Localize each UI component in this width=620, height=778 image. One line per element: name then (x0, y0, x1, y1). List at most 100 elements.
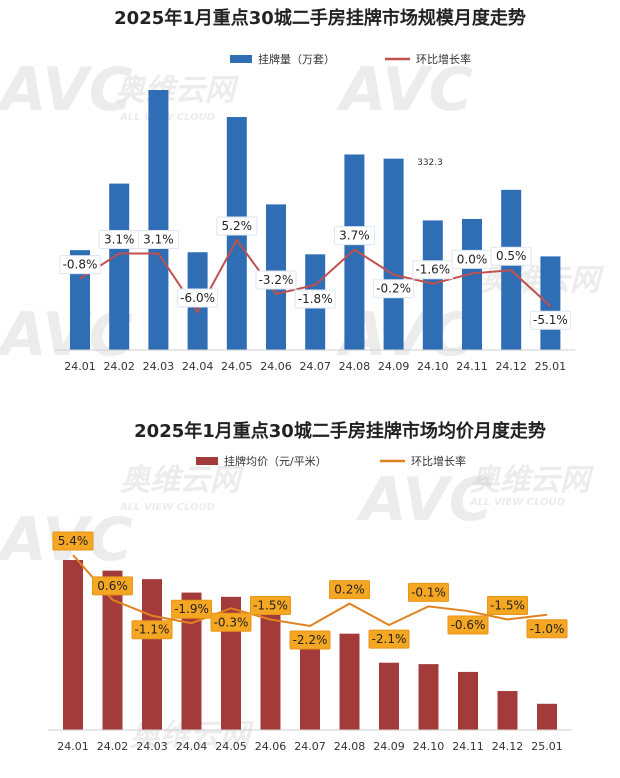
chart2-bar (339, 633, 360, 730)
chart2-x-tick-label: 24.11 (452, 740, 484, 753)
chart2-rate-label: 0.2% (334, 583, 365, 597)
chart1-rate-label-box (529, 310, 571, 330)
chart1-rate-label: -3.2% (259, 273, 294, 287)
chart1-rate-label-box (216, 216, 258, 236)
chart2-rate-label-box (447, 615, 489, 635)
chart2-rate-label-box (368, 629, 410, 649)
chart2-x-tick-label: 24.07 (294, 740, 326, 753)
chart1-bar (462, 218, 482, 350)
chart2-rate-label-box (289, 630, 331, 650)
chart1-rate-label-box (333, 226, 375, 246)
chart2-title: 2025年1月重点30城二手房挂牌市场均价月度走势 (134, 420, 546, 442)
chart2-x-tick-label: 24.12 (492, 740, 524, 753)
watermark-logo-2: AVC (336, 55, 473, 125)
chart1-rate-label-box (177, 288, 219, 308)
chart2-rate-label-box (131, 620, 173, 640)
chart1-bar (383, 158, 404, 350)
chart1-bar (344, 154, 365, 350)
chart2-x-tick-label: 24.04 (176, 740, 208, 753)
chart1-rate-label: 3.1% (104, 233, 135, 247)
chart2-bar (497, 691, 518, 730)
chart1-rate-label-box (412, 260, 454, 280)
chart2-rate-label: -0.3% (214, 615, 249, 629)
chart1-growth-line (79, 238, 552, 314)
chart1-x-tick-label: 24.09 (378, 360, 410, 373)
chart1-rate-label-box (255, 270, 297, 290)
chart1-rate-label: 0.0% (457, 252, 488, 266)
chart2-x-tick-label: 24.10 (413, 740, 445, 753)
chart1-x-tick-label: 24.04 (182, 360, 214, 373)
chart2-legend-bar-label: 挂牌均价（元/平米） (224, 454, 327, 468)
chart1-rate-label: -1.6% (415, 263, 450, 277)
chart1-rate-label: -0.8% (63, 258, 98, 272)
watermark-brand-en-2: ALL VIEW CLOUD (119, 502, 215, 513)
chart1-x-tick-label: 24.06 (260, 360, 292, 373)
chart2-bar (102, 570, 123, 730)
chart1-bar (422, 220, 443, 350)
watermark-logo-6: AVC (356, 465, 493, 535)
chart1-rate-label: -1.8% (298, 292, 333, 306)
chart1-x-tick-label: 24.03 (143, 360, 175, 373)
chart2-rate-label: -1.9% (174, 602, 209, 616)
chart2-bar (260, 607, 281, 730)
chart2-growth-line (72, 554, 548, 628)
chart2-rate-label-box (92, 576, 133, 596)
chart1-bar (109, 183, 130, 350)
chart2-rate-label: 5.4% (58, 534, 89, 548)
watermark-brand-cn-1: 奥维云网 (115, 73, 239, 108)
chart2-rate-label: -1.1% (135, 623, 170, 637)
chart1-rate-label-box (137, 230, 179, 249)
chart2-rate-label-box (52, 531, 94, 551)
chart1-bar (148, 90, 169, 350)
chart1-rate-label-box (490, 246, 532, 266)
chart1-rate-label-box (59, 255, 101, 275)
chart1-x-tick-label: 24.08 (339, 360, 371, 373)
chart2-rate-label-box (408, 582, 449, 602)
chart1-bar (540, 256, 561, 350)
chart2-rate-label-box (487, 595, 528, 615)
chart2-bar (142, 579, 162, 730)
chart1-rate-label: 0.5% (496, 249, 527, 263)
chart1-x-tick-label: 25.01 (535, 360, 567, 373)
chart1-legend-bar-label: 挂牌量（万套） (258, 52, 335, 66)
chart1-legend-line-label: 环比增长率 (416, 52, 471, 66)
chart2-x-tick-label: 24.01 (57, 740, 89, 753)
chart1-rate-label: 3.1% (143, 233, 174, 247)
chart2-rate-label: 0.6% (97, 579, 128, 593)
chart2-bar (300, 636, 320, 730)
chart2-rate-label-box (329, 580, 370, 600)
chart2-x-tick-label: 24.08 (334, 740, 366, 753)
watermark-brand-cn-4: 奥维云网 (470, 463, 594, 498)
chart2-x-tick-label: 24.05 (215, 740, 247, 753)
chart2-rate-label-box (210, 612, 252, 632)
watermark-brand-en-3: ALL VIEW CLOUD (469, 497, 565, 508)
chart1-x-tick-label: 24.01 (64, 360, 96, 373)
chart2-bar (181, 592, 202, 730)
chart2-rate-label: -2.2% (293, 633, 328, 647)
chart2-rate-label-box (171, 599, 212, 619)
chart2-rate-label: -0.6% (451, 618, 486, 632)
chart2-rate-label: -1.5% (253, 598, 288, 612)
chart2-bar (379, 662, 399, 730)
chart1-rate-label-box (294, 289, 336, 309)
chart2-x-tick-label: 25.01 (531, 740, 563, 753)
chart2-rate-label-box (250, 595, 291, 615)
chart1-x-tick-label: 24.07 (299, 360, 331, 373)
chart2-bar (458, 671, 478, 730)
chart2-x-tick-label: 24.09 (373, 740, 405, 753)
chart2-rate-label-box (526, 619, 568, 639)
chart1-x-tick-label: 24.10 (417, 360, 449, 373)
watermark-logo-1: AVC (0, 55, 133, 125)
chart1-x-tick-label: 24.05 (221, 360, 253, 373)
chart2-x-tick-label: 24.06 (255, 740, 287, 753)
chart1-rate-label: -6.0% (180, 291, 215, 305)
chart1-title: 2025年1月重点30城二手房挂牌市场规模月度走势 (114, 7, 526, 29)
chart1-x-tick-label: 24.11 (456, 360, 488, 373)
chart1-rate-label-box (373, 279, 415, 299)
chart2-rate-label: -1.0% (530, 622, 565, 636)
chart1-rate-label: -5.1% (533, 313, 568, 327)
chart2-rate-label: -1.5% (490, 598, 525, 612)
chart1-rate-label: 5.2% (222, 219, 253, 233)
chart1-rate-label: 3.7% (339, 229, 370, 243)
